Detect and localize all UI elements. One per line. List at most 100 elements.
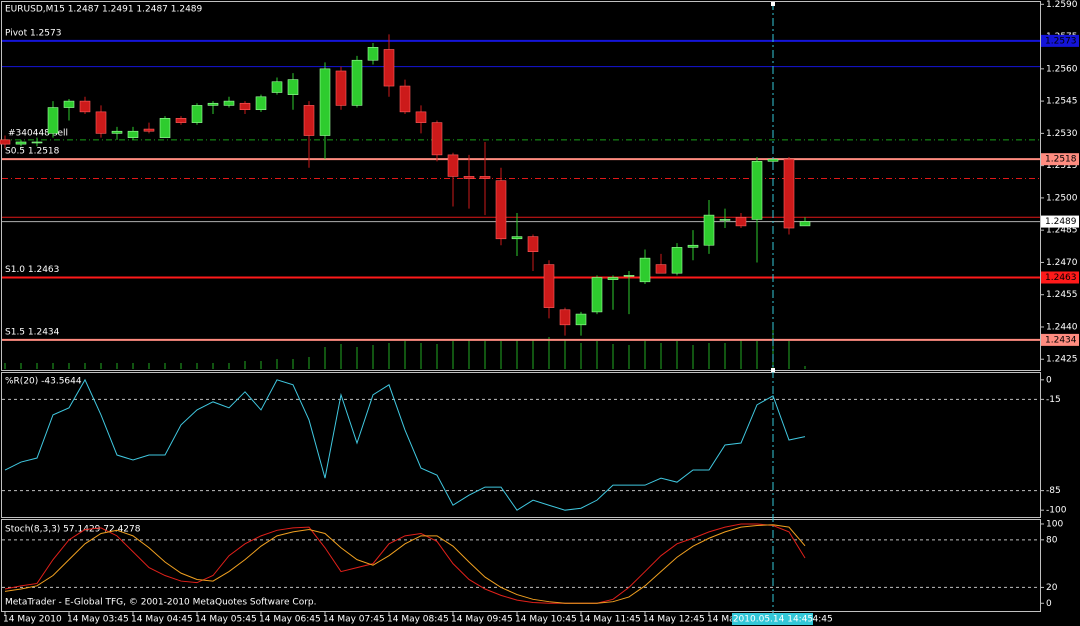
order-label: #340448 sell <box>8 128 68 138</box>
candle-body <box>223 100 235 106</box>
y-tick-label: 1.2560 <box>1046 64 1078 74</box>
y-tick-label: -85 <box>1046 486 1061 496</box>
candle-body <box>255 96 267 111</box>
crosshair-box <box>732 613 813 625</box>
candle-body <box>719 219 731 221</box>
candle-body <box>319 68 331 136</box>
level-tag <box>1041 153 1079 166</box>
x-tick-label: 14 May 06:45 <box>259 615 321 625</box>
y-tick-label: 0 <box>1046 599 1052 609</box>
candle-body <box>783 158 795 229</box>
candle-body <box>79 100 91 113</box>
candle-body <box>623 275 635 277</box>
candle-body <box>95 111 107 134</box>
candle-body <box>511 236 523 240</box>
y-tick-label: 1.2590 <box>1046 0 1078 10</box>
crosshair-label: 2010.05.14 14:45 <box>733 615 813 625</box>
indicator-line <box>4 378 806 511</box>
main-panel-border <box>1 1 1041 371</box>
level-tag-label: 1.2573 <box>1045 36 1077 46</box>
candle-body <box>575 313 587 326</box>
x-tick-label: 14 May 10:45 <box>515 615 577 625</box>
y-tick-label: 1.2455 <box>1046 290 1078 300</box>
candle-body <box>399 85 411 113</box>
level-label: S1.0 1.2463 <box>5 265 59 275</box>
level-tag <box>1041 271 1079 284</box>
candle-body <box>463 176 475 179</box>
candle-body <box>703 214 715 246</box>
candle-body <box>335 70 347 106</box>
candle-body <box>495 180 507 240</box>
level-tag <box>1041 333 1079 346</box>
x-tick-label: 14 May 11:45 <box>579 615 641 625</box>
x-tick-label: 14 May 03:45 <box>67 615 129 625</box>
level-tag-label: 1.2518 <box>1045 155 1077 165</box>
candle-body <box>607 277 619 280</box>
candle-body <box>383 49 395 87</box>
y-tick-label: 20 <box>1046 583 1058 593</box>
candle-body <box>207 102 219 106</box>
indicator-line <box>4 523 806 604</box>
candle-body <box>415 111 427 123</box>
y-tick-label: 100 <box>1046 519 1063 529</box>
y-tick-label: 1.2485 <box>1046 226 1078 236</box>
y-tick-label: -15 <box>1046 395 1061 405</box>
x-tick-label: 14 May 08:45 <box>387 615 449 625</box>
y-tick-label: -100 <box>1046 506 1067 516</box>
candle-body <box>63 100 75 108</box>
candle-body <box>0 139 11 145</box>
candle-body <box>527 236 539 252</box>
candle-body <box>31 141 43 144</box>
footer: MetaTrader - E-Global TFG, © 2001-2010 M… <box>5 598 317 608</box>
y-tick-label: 80 <box>1046 535 1058 545</box>
y-tick-label: 1.2425 <box>1046 355 1078 365</box>
crosshair-marker <box>771 2 775 6</box>
level-tag <box>1041 34 1079 47</box>
candle-body <box>303 105 315 136</box>
candle-body <box>239 102 251 111</box>
indicator-line <box>4 524 806 604</box>
y-tick-label: 1.2500 <box>1046 193 1078 203</box>
panel-title: EURUSD,M15 1.2487 1.2491 1.2487 1.2489 <box>5 5 203 15</box>
wpr-panel-border <box>1 372 1041 518</box>
candle-body <box>367 47 379 61</box>
x-tick-label: 14 May 09:45 <box>451 615 513 625</box>
x-tick-label: 14 May 05:45 <box>195 615 257 625</box>
panel-title: %R(20) -43.5644 <box>5 377 82 387</box>
stoch-panel-border <box>1 519 1041 612</box>
candle-body <box>447 154 459 177</box>
candle-body <box>159 118 171 138</box>
candle-body <box>735 216 747 227</box>
candle-body <box>479 176 491 179</box>
y-tick-label: 1.2545 <box>1046 97 1078 107</box>
level-tag-label: 1.2434 <box>1045 335 1077 345</box>
y-tick-label: 1.2440 <box>1046 322 1078 332</box>
level-tag-label: 1.2463 <box>1045 273 1077 283</box>
candle-body <box>687 244 699 248</box>
candle-body <box>799 221 811 227</box>
bid-tag-label: 1.2489 <box>1045 217 1077 227</box>
candle-body <box>751 161 763 220</box>
y-tick-label: 1.2530 <box>1046 129 1078 139</box>
y-tick-label: 0 <box>1046 375 1052 385</box>
candle-body <box>287 79 299 95</box>
candle-body <box>271 81 283 93</box>
level-label: Pivot 1.2573 <box>5 28 61 38</box>
candle-body <box>767 158 779 162</box>
candle-body <box>127 130 139 138</box>
candle-body <box>143 128 155 132</box>
candle-body <box>191 105 203 123</box>
x-tick-label: 14 May 2010 <box>3 615 62 625</box>
candle-body <box>175 118 187 123</box>
candle-body <box>591 277 603 313</box>
candle-body <box>111 130 123 134</box>
level-label: S1.5 1.2434 <box>5 327 60 337</box>
x-tick-label: 14 May 04:45 <box>131 615 193 625</box>
candle-body <box>15 141 27 145</box>
candle-body <box>639 257 651 283</box>
panel-title: Stoch(8,3,3) 57.1429 72.4278 <box>5 525 141 535</box>
candle-body <box>655 264 667 274</box>
y-tick-label: 1.2515 <box>1046 161 1078 171</box>
x-tick-label: 14 May 07:45 <box>323 615 385 625</box>
